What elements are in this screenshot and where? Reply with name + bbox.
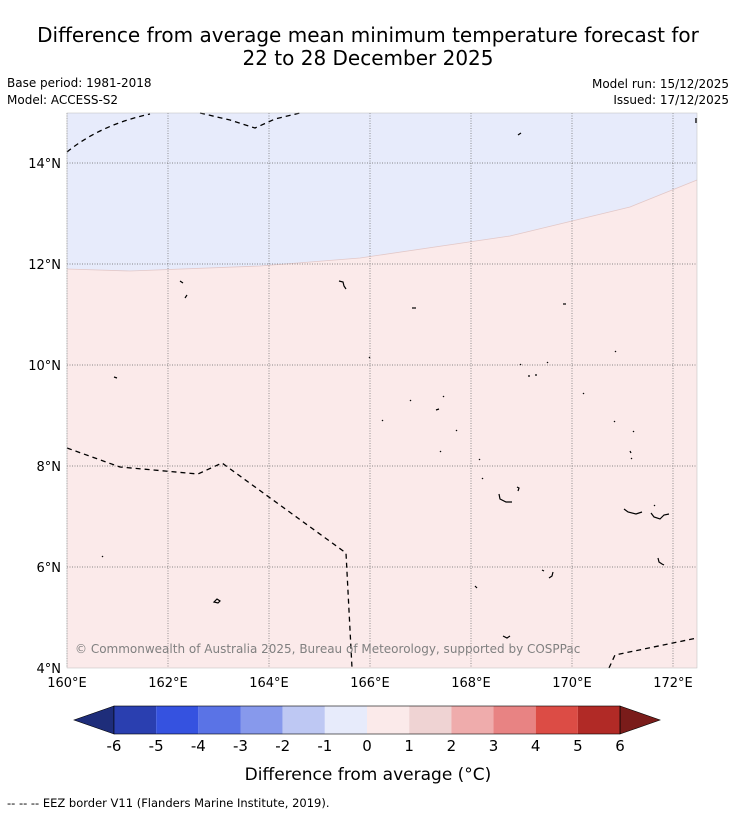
colorbar-tick-label: 4 xyxy=(531,737,541,755)
model-run: Model run: 15/12/2025 xyxy=(591,77,729,91)
colorbar-tick-label: -4 xyxy=(191,737,206,755)
colorbar-segment xyxy=(198,706,241,734)
title-line-1: Difference from average mean minimum tem… xyxy=(37,23,699,47)
lon-label-160e: 160°E xyxy=(47,676,87,691)
colorbar-segment xyxy=(409,706,452,734)
colorbar-tick-label: -2 xyxy=(275,737,290,755)
map-credit: © Commonwealth of Australia 2025, Bureau… xyxy=(75,642,580,656)
latitude-labels: 14°N 12°N 10°N 8°N 6°N 4°N xyxy=(28,157,61,677)
lat-label-12n: 12°N xyxy=(28,258,61,273)
colorbar-outline xyxy=(113,705,621,735)
colorbar-segment xyxy=(114,706,157,734)
colorbar-tick-label: -5 xyxy=(149,737,164,755)
colorbar-tick-label: 2 xyxy=(447,737,457,755)
colorbar-tick-label: -1 xyxy=(317,737,332,755)
lat-label-6n: 6°N xyxy=(37,561,62,576)
colorbar-tick-label: 3 xyxy=(489,737,499,755)
colorbar-tick-label: 6 xyxy=(615,737,625,755)
issued-date: Issued: 17/12/2025 xyxy=(613,93,729,107)
lat-label-4n: 4°N xyxy=(37,662,62,677)
longitude-labels: 160°E 162°E 164°E 166°E 168°E 170°E 172°… xyxy=(47,676,693,691)
eez-borders xyxy=(66,112,698,669)
lat-label-14n: 14°N xyxy=(28,157,61,172)
eez-legend: -- -- -- EEZ border V11 (Flanders Marine… xyxy=(7,796,330,810)
lon-label-166e: 166°E xyxy=(350,676,390,691)
colorbar xyxy=(73,705,661,735)
colorbar-tick-label: 0 xyxy=(362,737,372,755)
lat-label-8n: 8°N xyxy=(37,460,62,475)
colorbar-segment xyxy=(282,706,325,734)
title-line-2: 22 to 28 December 2025 xyxy=(242,46,494,70)
colorbar-segment xyxy=(156,706,199,734)
colorbar-segment xyxy=(493,706,536,734)
islands xyxy=(101,132,670,639)
colorbar-segment xyxy=(451,706,494,734)
colorbar-tick-label: 1 xyxy=(404,737,414,755)
map-area xyxy=(66,113,698,668)
model-name: Model: ACCESS-S2 xyxy=(7,93,119,107)
colorbar-segment xyxy=(240,706,283,734)
lon-label-164e: 164°E xyxy=(249,676,289,691)
lon-label-168e: 168°E xyxy=(451,676,491,691)
colorbar-tick-label: -3 xyxy=(233,737,248,755)
lon-label-172e: 172°E xyxy=(653,676,693,691)
colorbar-ticks: -6 -5 -4 -3 -2 -1 0 1 2 3 4 5 6 xyxy=(107,737,625,755)
colorbar-tick-label: -6 xyxy=(107,737,122,755)
colorbar-segment xyxy=(367,706,410,734)
lon-label-162e: 162°E xyxy=(148,676,188,691)
cool-anomaly-region xyxy=(67,113,697,271)
colorbar-extend-high xyxy=(619,705,661,735)
lon-label-170e: 170°E xyxy=(552,676,592,691)
lat-label-10n: 10°N xyxy=(28,359,61,374)
colorbar-tick-label: 5 xyxy=(573,737,583,755)
colorbar-extend-low xyxy=(73,705,115,735)
base-period: Base period: 1981-2018 xyxy=(7,76,152,90)
colorbar-segment xyxy=(535,706,578,734)
colorbar-label: Difference from average (°C) xyxy=(245,765,492,785)
colorbar-segment xyxy=(324,706,368,734)
colorbar-segment xyxy=(577,706,621,734)
